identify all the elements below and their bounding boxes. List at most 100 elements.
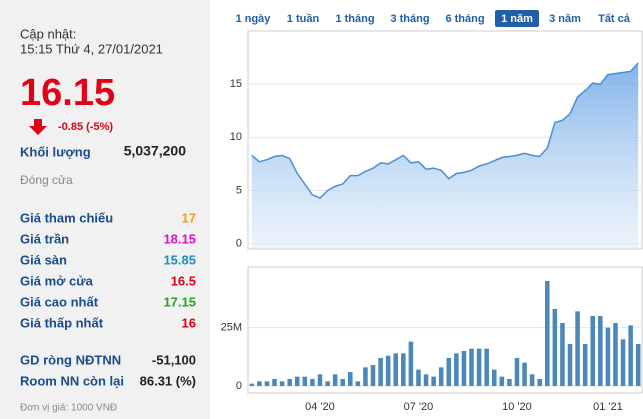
- foreign-value: -51,100: [152, 352, 196, 367]
- y-tick-label: 0: [236, 238, 242, 250]
- row-label: Giá thấp nhất: [20, 315, 104, 330]
- volume-bar: [499, 376, 505, 386]
- volume-bar: [431, 376, 436, 386]
- foreign-value: 86.31 (%): [140, 373, 196, 388]
- volume-bar: [340, 379, 345, 386]
- volume-bar: [416, 369, 421, 386]
- row-label: Giá trần: [20, 231, 69, 246]
- volume-bar: [552, 309, 558, 386]
- tab[interactable]: 6 tháng: [445, 13, 484, 25]
- price-change: -0.85 (-5%): [58, 121, 113, 133]
- volume-bar: [287, 379, 292, 386]
- price-line: [251, 62, 639, 199]
- volume-bar: [514, 358, 520, 386]
- updated-label: Cập nhật:: [20, 26, 76, 41]
- volume-bar: [560, 323, 565, 386]
- volume-bar: [401, 353, 406, 386]
- volume-bar: [446, 358, 452, 386]
- volume-bar: [294, 376, 300, 386]
- volume-bar: [620, 339, 626, 386]
- row-label: Giá tham chiếu: [20, 210, 113, 225]
- volume-frame: [247, 266, 643, 394]
- tab[interactable]: 3 tháng: [390, 13, 429, 25]
- volume-bar: [310, 379, 315, 386]
- down-arrow: [29, 119, 47, 135]
- volume-bar: [598, 316, 603, 386]
- tab[interactable]: Tất cả: [598, 13, 631, 25]
- foreign-label: Room NN còn lại: [20, 373, 124, 388]
- row-label: Giá cao nhất: [20, 294, 99, 309]
- volume-bar: [545, 281, 550, 386]
- volume-bar: [279, 381, 285, 386]
- volume-bar: [575, 311, 580, 386]
- row-value: 17.15: [163, 294, 196, 309]
- volume-bar: [257, 381, 262, 386]
- volume-bar: [507, 379, 512, 386]
- y-tick-label: 25M: [221, 322, 242, 334]
- foreign-label: GD ròng NĐTNN: [20, 352, 121, 367]
- y-tick-label: 15: [230, 78, 242, 90]
- volume-bar: [423, 374, 429, 386]
- volume-bar: [385, 355, 391, 386]
- y-tick-label: 0: [236, 380, 242, 392]
- volume-bar: [332, 374, 338, 386]
- y-tick-label: 10: [230, 131, 242, 143]
- volume-bar: [393, 353, 399, 386]
- volume-value: 5,037,200: [124, 143, 186, 159]
- volume-bar: [325, 381, 330, 386]
- tab[interactable]: 1 năm: [501, 13, 533, 25]
- updated-time: 15:15 Thứ 4, 27/01/2021: [20, 41, 163, 56]
- volume-bar: [469, 348, 474, 386]
- volume-bar: [605, 327, 611, 386]
- row-value: 15.85: [163, 252, 196, 267]
- volume-bar: [613, 323, 618, 386]
- x-tick-label: 10 '20: [502, 401, 532, 413]
- x-tick-label: 07 '20: [404, 401, 434, 413]
- volume-bar: [408, 341, 414, 386]
- row-label: Giá mở cửa: [20, 273, 94, 288]
- y-tick-label: 5: [236, 184, 242, 196]
- tab[interactable]: 1 tháng: [335, 13, 374, 25]
- volume-bar: [529, 374, 535, 386]
- volume-bar: [264, 381, 270, 386]
- volume-bar: [635, 344, 641, 386]
- row-value: 18.15: [163, 231, 196, 246]
- volume-bar: [537, 379, 542, 386]
- volume-bar: [454, 353, 459, 386]
- volume-bar: [348, 372, 353, 386]
- volume-bar: [272, 379, 277, 386]
- volume-bar: [628, 325, 633, 386]
- volume-bar: [567, 344, 573, 386]
- tab[interactable]: 1 ngày: [236, 13, 272, 25]
- row-label: Giá sàn: [20, 252, 67, 267]
- volume-label: Khối lượng: [20, 144, 91, 159]
- tab-selected-bg: [495, 10, 539, 27]
- price: 16.15: [20, 72, 115, 114]
- volume-bar: [522, 362, 527, 386]
- volume-bar: [476, 348, 482, 386]
- volume-bar: [461, 351, 467, 386]
- volume-bar: [590, 316, 596, 386]
- x-tick-label: 04 '20: [305, 401, 335, 413]
- status: Đóng cửa: [20, 173, 73, 187]
- volume-bar: [302, 376, 308, 386]
- volume-bar: [484, 348, 489, 386]
- tab[interactable]: 1 tuần: [287, 13, 320, 25]
- row-value: 16.5: [171, 273, 196, 288]
- volume-bar: [491, 369, 497, 386]
- volume-bar: [363, 367, 368, 386]
- info-panel: [0, 0, 210, 419]
- row-value: 17: [182, 210, 196, 225]
- volume-bar: [378, 358, 383, 386]
- price-area: [251, 62, 639, 250]
- tab[interactable]: 3 năm: [549, 13, 581, 25]
- row-value: 16: [182, 315, 196, 330]
- volume-bar: [249, 383, 255, 386]
- volume-bar: [370, 365, 376, 386]
- x-tick-label: 01 '21: [593, 401, 623, 413]
- volume-bar: [438, 367, 444, 386]
- volume-bar: [317, 374, 323, 386]
- volume-bar: [355, 381, 361, 386]
